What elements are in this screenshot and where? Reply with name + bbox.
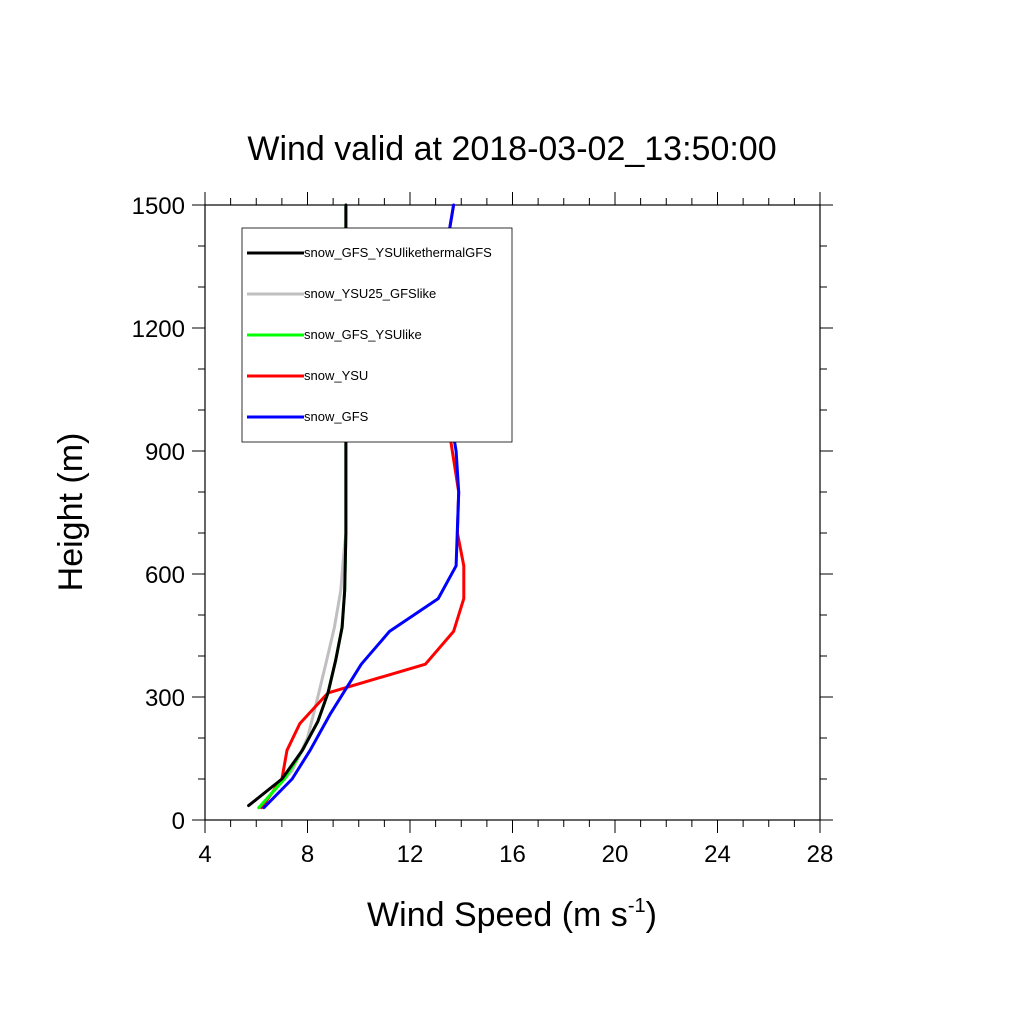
x-axis-label-sup: -1: [628, 895, 646, 917]
y-tick-label: 300: [145, 685, 185, 712]
legend-label: snow_YSU25_GFSlike: [304, 286, 436, 301]
x-tick-label: 16: [499, 841, 526, 868]
x-tick-label: 20: [602, 841, 629, 868]
x-axis-label: Wind Speed (m s-1): [367, 895, 657, 934]
y-tick-label: 900: [145, 439, 185, 466]
x-tick-label: 4: [198, 841, 211, 868]
legend-items: snow_GFS_YSUlikethermalGFS snow_YSU25_GFS…: [247, 245, 492, 424]
legend-label: snow_GFS_YSUlikethermalGFS: [304, 245, 492, 260]
x-tick-label: 12: [397, 841, 424, 868]
legend-label: snow_YSU: [304, 368, 368, 383]
x-tick-label: 28: [807, 841, 834, 868]
chart-title: Wind valid at 2018-03-02_13:50:00: [247, 130, 776, 168]
x-tick-label: 24: [704, 841, 731, 868]
x-axis-label-close: ): [646, 896, 657, 934]
legend: snow_GFS_YSUlikethermalGFS snow_YSU25_GFS…: [241, 227, 513, 443]
y-axis-label: Height (m): [52, 433, 90, 592]
x-axis-label-main: Wind Speed (m s: [367, 896, 628, 934]
y-tick-label: 1200: [132, 316, 185, 343]
axes: 4 8 12 16 20 24 28 0 300 600 900 1200 1500: [132, 192, 834, 868]
y-tick-label: 0: [172, 808, 185, 835]
x-tick-label: 8: [301, 841, 314, 868]
legend-label: snow_GFS: [304, 409, 369, 424]
y-tick-label: 1500: [132, 193, 185, 220]
legend-label: snow_GFS_YSUlike: [304, 327, 422, 342]
y-tick-label: 600: [145, 562, 185, 589]
